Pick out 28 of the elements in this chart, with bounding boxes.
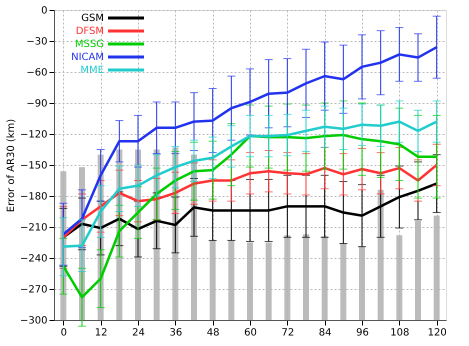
- y-tick-label: −240: [20, 254, 48, 264]
- x-tick-label: 108: [390, 328, 410, 338]
- legend-label: NICAM: [71, 52, 104, 63]
- y-tick-label: −180: [20, 192, 48, 202]
- y-tick-label: 0: [41, 6, 48, 16]
- y-tick-label: −270: [20, 284, 48, 296]
- x-tick-label: 120: [428, 328, 447, 338]
- x-tick-label: 36: [169, 328, 182, 338]
- x-tick-label: 60: [244, 328, 257, 338]
- x-tick-label: 24: [132, 328, 145, 338]
- x-tick-label: 84: [318, 328, 332, 338]
- y-tick-label: −150: [20, 160, 48, 172]
- y-tick-label: −90: [26, 98, 48, 110]
- y-tick-label: −210: [20, 222, 48, 234]
- y-tick-label: −30: [26, 36, 48, 48]
- legend-label: MSSG: [74, 39, 104, 50]
- legend-label: GSM: [81, 13, 104, 24]
- y-tick-label: −120: [20, 130, 48, 140]
- x-tick-label: 0: [60, 328, 68, 338]
- x-tick-label: 96: [356, 328, 369, 338]
- y-tick-label: −300: [20, 316, 48, 326]
- x-tick-label: 12: [94, 328, 108, 338]
- legend-label: DFSM: [76, 26, 104, 37]
- legend-label: MME: [80, 65, 104, 76]
- y-axis-title: Error of AR30 (km): [6, 118, 18, 212]
- x-tick-label: 72: [281, 328, 294, 338]
- y-tick-label: −60: [26, 68, 48, 78]
- x-tick-label: 48: [206, 328, 220, 338]
